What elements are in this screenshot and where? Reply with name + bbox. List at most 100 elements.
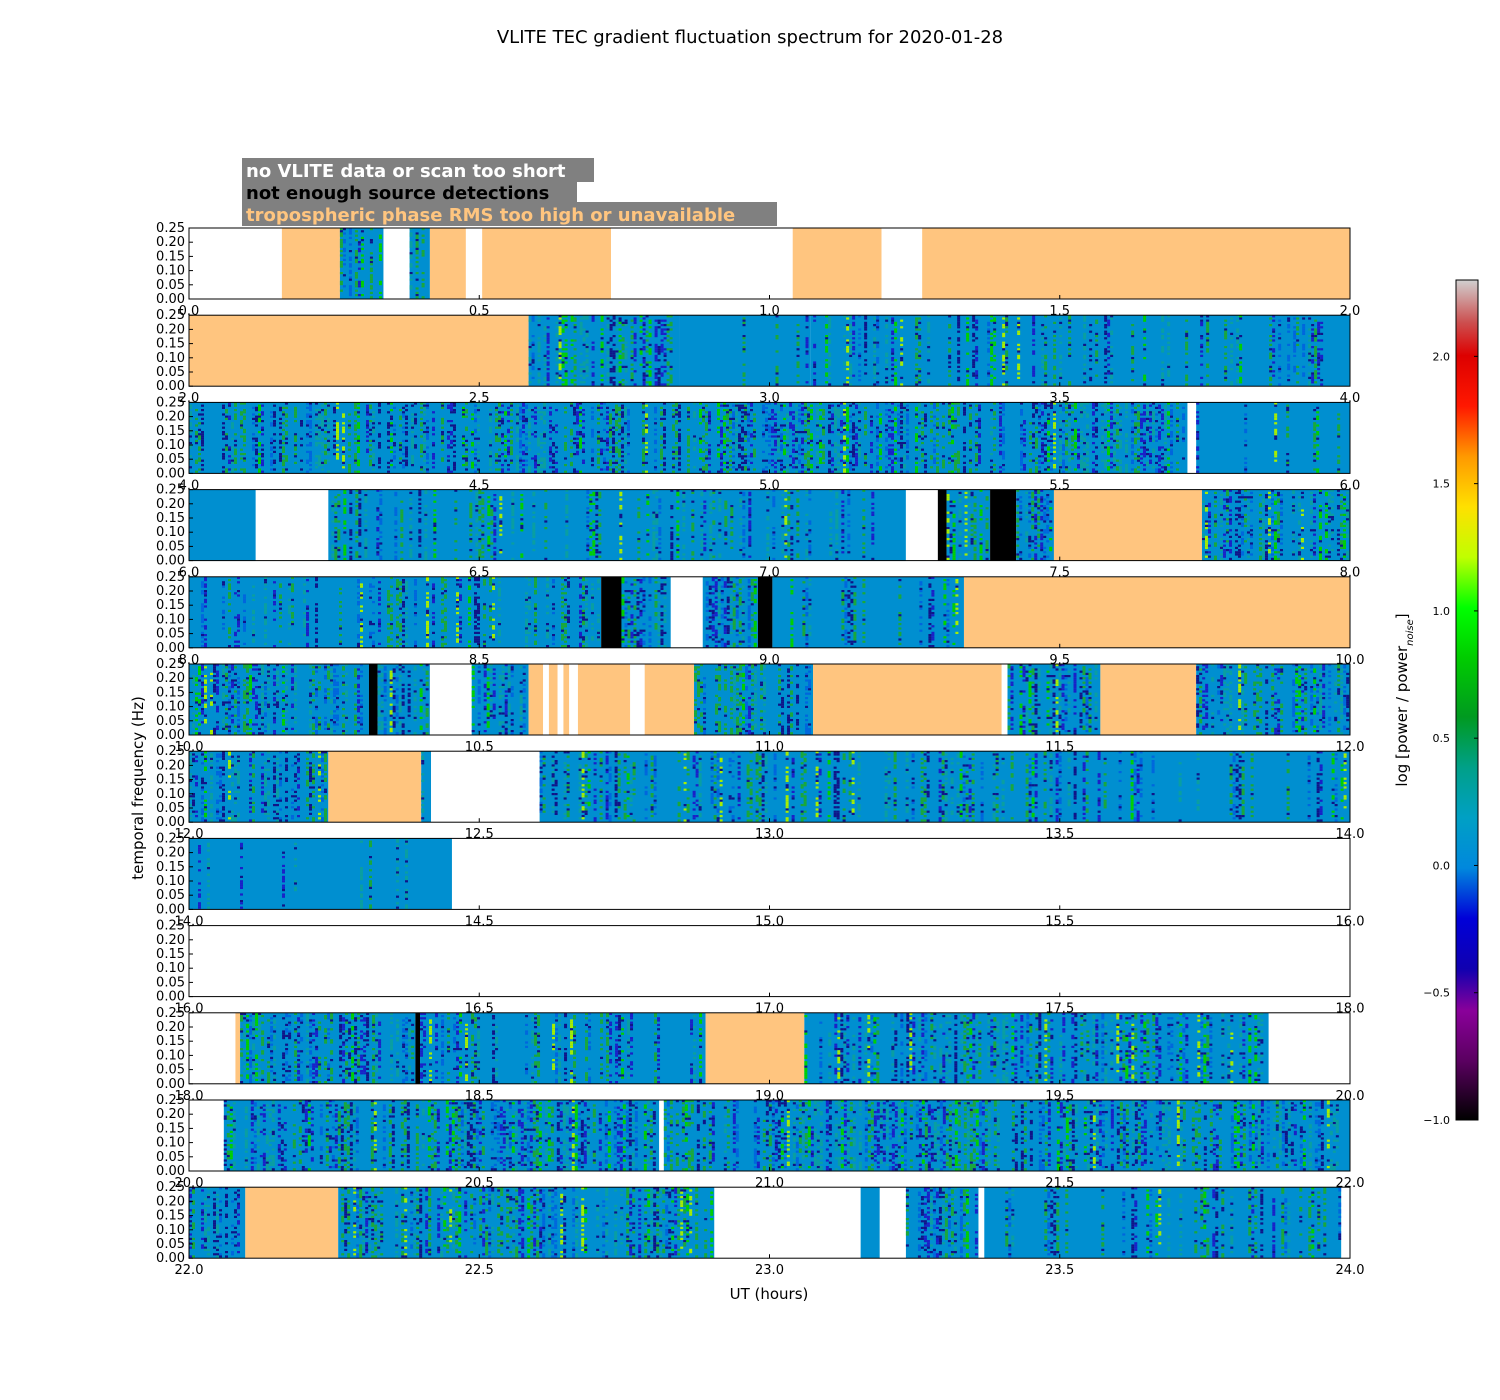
spectrum-cell <box>987 337 990 339</box>
spectrum-cell <box>743 317 746 319</box>
spectrum-cell <box>915 324 918 326</box>
spectrum-cell <box>601 348 604 350</box>
spectrum-cell <box>915 364 918 366</box>
spectrum-cell <box>565 361 568 363</box>
spectrum-cell <box>1002 317 1005 319</box>
spectrum-cell <box>876 357 879 359</box>
spectrum-cell <box>1041 361 1044 363</box>
spectrum-cell <box>813 383 816 385</box>
spectrum-cell <box>873 328 876 330</box>
spectrum-cell <box>607 372 610 374</box>
spectrum-cell <box>776 337 779 339</box>
spectrum-cell <box>607 375 610 377</box>
spectrum-cell <box>655 359 658 361</box>
spectrum-cell <box>410 274 413 276</box>
spectrum-cell <box>610 320 613 322</box>
spectrum-cell <box>532 357 535 359</box>
spectrum-cell <box>592 317 595 319</box>
spectrum-cell <box>422 239 425 241</box>
spectrum-cell <box>661 366 664 368</box>
spectrum-cell <box>538 337 541 339</box>
spectrum-cell <box>562 359 565 361</box>
spectrum-cell <box>379 292 382 294</box>
spectrum-cell <box>574 339 577 341</box>
spectrum-cell <box>825 339 828 341</box>
spectrum-cell <box>586 350 589 352</box>
spectrum-cell <box>416 241 419 243</box>
spectrum-cell <box>918 375 921 377</box>
spectrum-cell <box>1005 331 1008 333</box>
spectrum-cell <box>358 241 361 243</box>
spectrum-cell <box>1005 317 1008 319</box>
spectrum-cell <box>649 350 652 352</box>
spectrum-cell <box>565 357 568 359</box>
no-data-region <box>882 228 923 299</box>
spectrum-cell <box>873 339 876 341</box>
spectrum-data-region <box>810 315 1350 386</box>
spectrum-cell <box>776 326 779 328</box>
spectrum-cell <box>743 364 746 366</box>
spectrum-cell <box>915 335 918 337</box>
spectrum-cell <box>340 246 343 248</box>
spectrum-cell <box>616 348 619 350</box>
spectrum-cell <box>547 339 550 341</box>
spectrum-cell <box>873 361 876 363</box>
spectrum-cell <box>634 335 637 337</box>
spectrum-cell <box>529 364 532 366</box>
spectrum-cell <box>1059 317 1062 319</box>
spectrum-cell <box>559 344 562 346</box>
spectrum-cell <box>379 235 382 237</box>
spectrum-cell <box>622 355 625 357</box>
spectrum-cell <box>849 339 852 341</box>
spectrum-cell <box>586 359 589 361</box>
spectrum-cell <box>655 377 658 379</box>
spectrum-cell <box>547 364 550 366</box>
spectrum-cell <box>649 348 652 350</box>
spectrum-cell <box>900 344 903 346</box>
spectrum-cell <box>828 383 831 385</box>
spectrum-cell <box>658 353 661 355</box>
spectrum-cell <box>1041 348 1044 350</box>
spectrum-cell <box>987 328 990 330</box>
spectrum-cell <box>1002 359 1005 361</box>
spectrum-cell <box>634 353 637 355</box>
spectrum-cell <box>972 375 975 377</box>
spectrum-cell <box>797 381 800 383</box>
spectrum-cell <box>1053 348 1056 350</box>
spectrum-cell <box>1002 346 1005 348</box>
spectrum-cell <box>1017 326 1020 328</box>
spectrum-cell <box>613 324 616 326</box>
spectrum-cell <box>1032 324 1035 326</box>
spectrum-cell <box>948 357 951 359</box>
spectrum-cell <box>655 344 658 346</box>
spectrum-data-region <box>529 315 680 386</box>
spectrum-cell <box>556 357 559 359</box>
spectrum-cell <box>1044 375 1047 377</box>
spectrum-cell <box>340 241 343 243</box>
spectrum-cell <box>957 337 960 339</box>
spectrum-baseline <box>810 315 1350 386</box>
spectrum-cell <box>343 259 346 261</box>
spectrum-cell <box>670 342 673 344</box>
spectrum-cell <box>876 324 879 326</box>
spectrum-cell <box>1017 372 1020 374</box>
spectrum-cell <box>649 375 652 377</box>
spectrum-cell <box>631 368 634 370</box>
spectrum-cell <box>410 279 413 281</box>
spectrum-cell <box>776 324 779 326</box>
spectrum-cell <box>915 377 918 379</box>
spectrum-cell <box>655 383 658 385</box>
spectrum-cell <box>355 235 358 237</box>
spectrum-cell <box>915 353 918 355</box>
spectrum-cell <box>361 239 364 241</box>
spectrum-cell <box>846 317 849 319</box>
spectrum-cell <box>957 361 960 363</box>
spectrum-cell <box>891 331 894 333</box>
spectrum-cell <box>361 281 364 283</box>
spectrum-cell <box>643 381 646 383</box>
spectrum-cell <box>658 368 661 370</box>
spectrum-cell <box>410 254 413 256</box>
spectrum-cell <box>355 257 358 259</box>
spectrum-cell <box>547 342 550 344</box>
spectrum-cell <box>649 326 652 328</box>
